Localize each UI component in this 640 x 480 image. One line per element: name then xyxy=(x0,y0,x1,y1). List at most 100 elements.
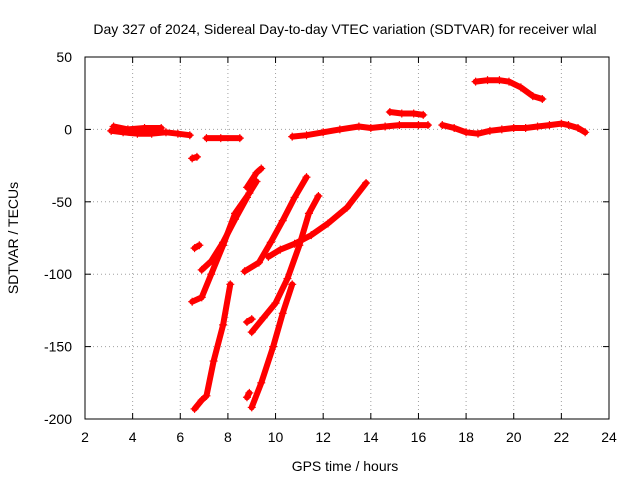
y-axis-title: SDTVAR / TECUs xyxy=(5,182,21,294)
data-point xyxy=(545,121,554,130)
data-point xyxy=(242,317,251,326)
data-point xyxy=(419,110,428,119)
data-point xyxy=(381,122,390,131)
data-point xyxy=(485,126,494,135)
data-point xyxy=(266,238,275,247)
y-tick-label: -50 xyxy=(52,194,72,210)
data-point xyxy=(288,280,297,289)
data-point xyxy=(288,132,297,141)
x-tick-label: 10 xyxy=(268,429,284,445)
data-point xyxy=(516,83,525,92)
data-point xyxy=(140,123,149,132)
data-point xyxy=(581,128,590,137)
data-point xyxy=(521,123,530,132)
data-point xyxy=(197,396,206,405)
data-point xyxy=(185,131,194,140)
data-point xyxy=(271,299,280,308)
data-point xyxy=(197,293,206,302)
data-point xyxy=(242,183,251,192)
data-point xyxy=(269,342,278,351)
data-point xyxy=(414,121,423,130)
data-point xyxy=(366,123,375,132)
data-point xyxy=(528,92,537,101)
data-point xyxy=(147,129,156,138)
data-point xyxy=(423,121,432,130)
series-line xyxy=(241,174,310,275)
data-point xyxy=(202,134,211,143)
x-tick-label: 6 xyxy=(176,429,184,445)
data-point xyxy=(278,216,287,225)
data-point xyxy=(314,192,323,201)
data-point xyxy=(235,134,244,143)
data-point xyxy=(471,77,480,86)
series-s3 xyxy=(188,152,201,163)
data-point xyxy=(245,388,254,397)
data-point xyxy=(207,270,216,279)
data-point xyxy=(259,313,268,322)
data-point xyxy=(495,76,504,85)
series-line xyxy=(191,281,234,412)
series-s15 xyxy=(247,280,297,412)
data-point xyxy=(397,109,406,118)
plot-frame xyxy=(84,56,610,420)
series-s17 xyxy=(385,108,428,119)
data-point xyxy=(195,241,204,250)
series-s5 xyxy=(190,241,204,253)
y-tick-label: 0 xyxy=(64,121,72,137)
data-point xyxy=(247,315,256,324)
data-point xyxy=(564,121,573,130)
data-point xyxy=(509,123,518,132)
data-point xyxy=(109,122,118,131)
x-tick-label: 20 xyxy=(506,429,522,445)
series-s8 xyxy=(242,164,266,192)
x-tick-label: 12 xyxy=(315,429,331,445)
data-point xyxy=(202,391,211,400)
x-tick-label: 4 xyxy=(129,429,137,445)
x-tick-label: 16 xyxy=(411,429,427,445)
data-point xyxy=(276,245,285,254)
y-tick-label: -200 xyxy=(44,411,72,427)
data-point xyxy=(257,164,266,173)
data-point xyxy=(188,154,197,163)
data-point xyxy=(173,129,182,138)
data-point xyxy=(240,267,249,276)
data-point xyxy=(242,393,251,402)
data-point xyxy=(283,274,292,283)
data-point xyxy=(290,193,299,202)
series-s11 xyxy=(264,178,371,261)
series-s14 xyxy=(242,388,254,402)
data-point xyxy=(335,125,344,134)
data-point xyxy=(123,125,132,134)
data-point xyxy=(188,297,197,306)
data-point xyxy=(497,125,506,134)
data-point xyxy=(474,129,482,138)
x-tick-label: 22 xyxy=(554,429,570,445)
data-point xyxy=(257,378,266,387)
data-point xyxy=(438,121,447,130)
data-point xyxy=(209,357,218,366)
data-point xyxy=(219,320,228,329)
data-point xyxy=(295,241,304,250)
data-point xyxy=(483,76,492,85)
x-tick-label: 24 xyxy=(601,429,617,445)
data-point xyxy=(192,152,201,161)
data-point xyxy=(385,108,394,117)
x-tick-label: 18 xyxy=(458,429,474,445)
data-point xyxy=(226,280,235,289)
data-point xyxy=(231,209,240,218)
y-tick-label: 50 xyxy=(56,49,72,65)
series-line xyxy=(110,123,165,133)
data-point xyxy=(197,265,206,274)
data-point xyxy=(247,328,256,337)
data-point xyxy=(307,231,316,240)
data-point xyxy=(161,128,170,137)
series-s19 xyxy=(471,76,547,103)
data-point xyxy=(252,168,261,177)
data-point xyxy=(450,123,459,132)
data-point xyxy=(157,123,166,132)
data-point xyxy=(323,219,332,228)
data-point xyxy=(319,128,328,137)
series-s10 xyxy=(240,173,311,276)
